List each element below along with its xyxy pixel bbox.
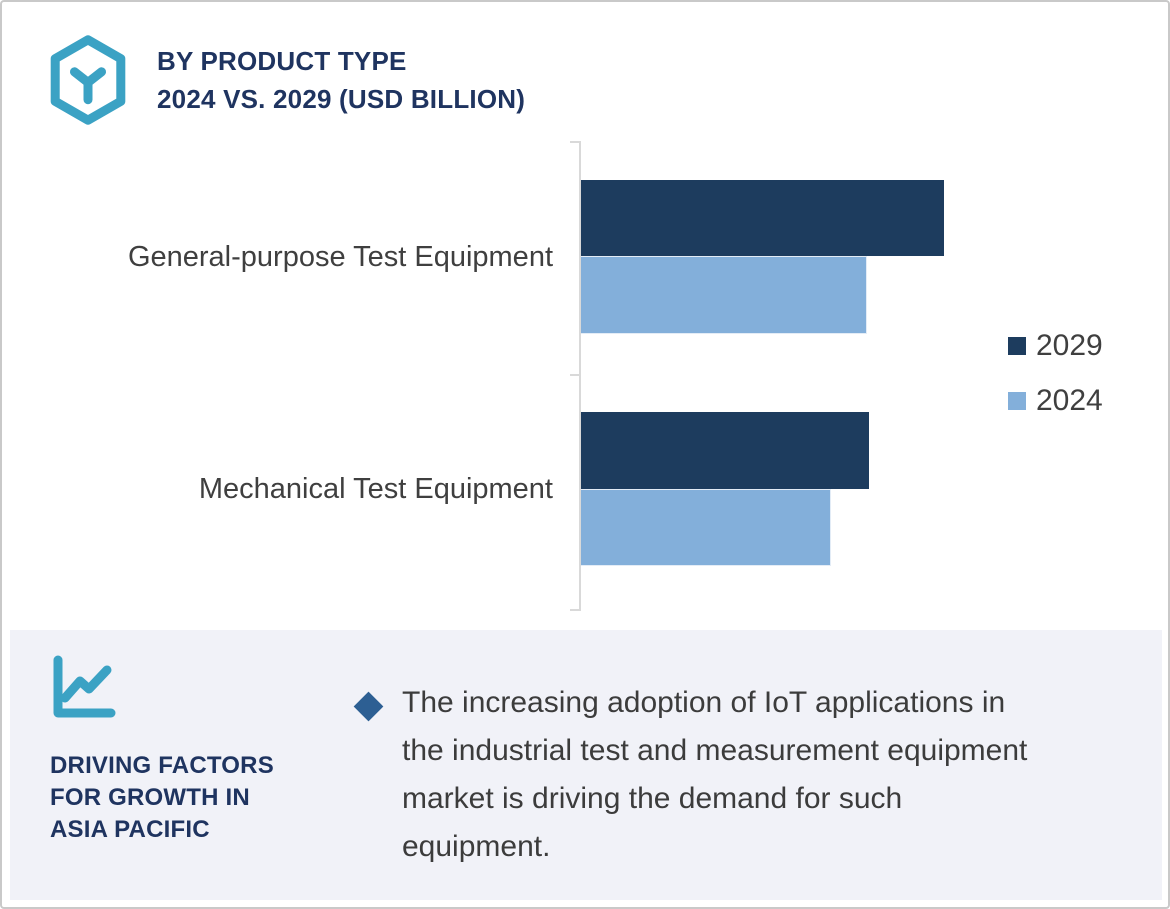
driving-factors-heading-line-2: FOR GROWTH IN [50, 784, 250, 811]
driving-factors-panel: DRIVING FACTORS FOR GROWTH IN ASIA PACIF… [10, 630, 1162, 900]
bar-chart: General-purpose Test Equipment Mechanica… [2, 2, 1168, 627]
bar-general-purpose-2029 [581, 180, 945, 256]
plot-area [581, 2, 1163, 627]
category-label-mechanical: Mechanical Test Equipment [198, 473, 553, 505]
page-title: BY PRODUCT TYPE 2024 VS. 2029 (USD BILLI… [157, 42, 525, 118]
hexagon-cube-icon [50, 35, 126, 125]
legend-swatch-2029 [1008, 337, 1026, 355]
legend-item-2029: 2029 [1008, 328, 1103, 364]
bullet-text-line-1: The increasing adoption of IoT applicati… [402, 686, 1006, 719]
axis-tick-bottom [570, 609, 580, 611]
legend-label-2024: 2024 [1036, 384, 1103, 417]
line-chart-icon [53, 655, 116, 718]
legend-item-2024: 2024 [1008, 383, 1103, 419]
axis-tick-top [570, 141, 580, 143]
driving-factors-heading-line-3: ASIA PACIFIC [50, 816, 210, 843]
bullet-text-line-3: market is driving the demand for such [402, 782, 903, 815]
category-axis-line [579, 141, 581, 611]
legend-swatch-2024 [1008, 392, 1026, 410]
axis-tick-middle [570, 374, 580, 376]
driving-factors-heading: DRIVING FACTORS FOR GROWTH IN ASIA PACIF… [50, 750, 274, 846]
chart-legend: 2029 2024 [1008, 328, 1103, 438]
driving-factors-heading-line-1: DRIVING FACTORS [50, 752, 274, 779]
legend-label-2029: 2029 [1036, 329, 1103, 362]
driving-factor-bullet-text: The increasing adoption of IoT applicati… [402, 679, 1162, 871]
bar-mechanical-2024 [581, 489, 832, 566]
bullet-text-line-4: equipment. [402, 830, 551, 863]
bar-general-purpose-2024 [581, 256, 867, 334]
diamond-bullet-icon [353, 691, 384, 722]
bullet-text-line-2: the industrial test and measurement equi… [402, 734, 1028, 767]
bar-mechanical-2029 [581, 412, 870, 489]
page-title-line-2: 2024 VS. 2029 (USD BILLION) [157, 84, 526, 114]
category-label-general-purpose: General-purpose Test Equipment [127, 241, 553, 273]
page-title-line-1: BY PRODUCT TYPE [157, 46, 407, 76]
